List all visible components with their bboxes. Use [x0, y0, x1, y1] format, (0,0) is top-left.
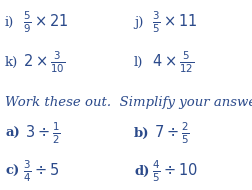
Text: $\frac{4}{5} \div 10$: $\frac{4}{5} \div 10$ — [151, 158, 197, 184]
Text: $\frac{5}{9} \times 21$: $\frac{5}{9} \times 21$ — [23, 10, 68, 36]
Text: j): j) — [134, 16, 143, 29]
Text: $2 \times \frac{3}{10}$: $2 \times \frac{3}{10}$ — [23, 50, 65, 75]
Text: i): i) — [5, 16, 14, 29]
Text: $7 \div \frac{2}{5}$: $7 \div \frac{2}{5}$ — [154, 120, 189, 146]
Text: $\frac{3}{5} \times 11$: $\frac{3}{5} \times 11$ — [151, 10, 197, 36]
Text: l): l) — [134, 56, 143, 69]
Text: $3 \div \frac{1}{2}$: $3 \div \frac{1}{2}$ — [25, 120, 61, 146]
Text: $\frac{3}{4} \div 5$: $\frac{3}{4} \div 5$ — [23, 158, 59, 184]
Text: $4 \times \frac{5}{12}$: $4 \times \frac{5}{12}$ — [151, 50, 193, 75]
Text: Work these out.  Simplify your answers: Work these out. Simplify your answers — [5, 96, 252, 109]
Text: c): c) — [5, 165, 19, 177]
Text: d): d) — [134, 165, 149, 177]
Text: a): a) — [5, 127, 20, 139]
Text: k): k) — [5, 56, 18, 69]
Text: b): b) — [134, 127, 149, 139]
